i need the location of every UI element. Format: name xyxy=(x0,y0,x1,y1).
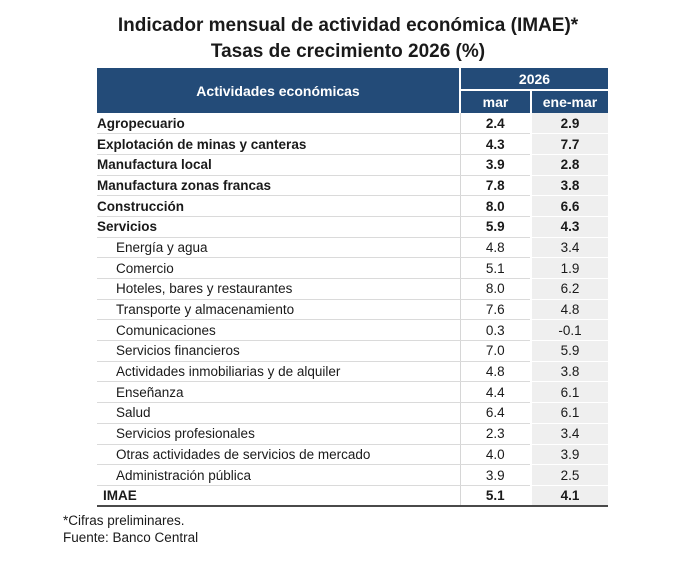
value-mar: 3.9 xyxy=(460,464,532,486)
value-ene-mar: -0.1 xyxy=(531,319,608,342)
table-row: Servicios profesionales 2.3 3.4 xyxy=(97,423,608,445)
table-row: Enseñanza 4.4 6.1 xyxy=(97,381,608,404)
value-mar: 8.0 xyxy=(460,278,532,300)
value-ene-mar: 4.3 xyxy=(531,216,608,238)
value-ene-mar: 5.9 xyxy=(531,340,608,362)
page-title: Indicador mensual de actividad económica… xyxy=(117,15,579,36)
table-row: Actividades inmobiliarias y de alquiler 4… xyxy=(97,361,608,383)
value-ene-mar: 6.2 xyxy=(531,278,608,300)
activity-label: Manufactura zonas francas xyxy=(97,175,461,197)
table-row: Hoteles, bares y restaurantes 8.0 6.2 xyxy=(97,278,608,300)
table-row: Transporte y almacenamiento 7.6 4.8 xyxy=(97,299,608,321)
table-row: Comunicaciones 0.3 -0.1 xyxy=(97,319,608,342)
table-row: Explotación de minas y canteras 4.3 7.7 xyxy=(97,133,608,155)
activity-label: Servicios financieros xyxy=(97,340,461,362)
value-mar: 4.0 xyxy=(460,444,532,466)
table-row: Otras actividades de servicios de mercad… xyxy=(97,444,608,466)
value-mar: 7.8 xyxy=(460,175,532,197)
value-ene-mar: 2.5 xyxy=(531,464,608,486)
table-row: Salud 6.4 6.1 xyxy=(97,402,608,424)
value-ene-mar: 6.6 xyxy=(531,195,608,217)
table-row: Servicios 5.9 4.3 xyxy=(97,216,608,238)
value-ene-mar: 7.7 xyxy=(531,133,608,155)
activity-label: Explotación de minas y canteras xyxy=(97,133,461,155)
value-mar: 7.6 xyxy=(460,299,532,321)
table-row: IMAE 5.1 4.1 xyxy=(97,485,608,508)
value-ene-mar: 2.9 xyxy=(531,113,608,135)
table-header: Actividades económicas 2026 mar ene-mar xyxy=(97,68,608,113)
activity-label: Servicios xyxy=(97,216,461,238)
value-mar: 4.4 xyxy=(460,381,532,404)
table-row: Manufactura zonas francas 7.8 3.8 xyxy=(97,175,608,197)
imae-table: Actividades económicas 2026 mar ene-mar … xyxy=(97,68,608,508)
value-ene-mar: 4.8 xyxy=(531,299,608,321)
activity-label: Administración pública xyxy=(97,464,461,486)
activity-label: Hoteles, bares y restaurantes xyxy=(97,278,461,300)
value-mar: 5.1 xyxy=(460,257,532,279)
value-ene-mar: 3.4 xyxy=(531,423,608,445)
column-header-mar: mar xyxy=(460,90,532,113)
activity-label: Servicios profesionales xyxy=(97,423,461,445)
footnotes: *Cifras preliminares. Fuente: Banco Cent… xyxy=(63,512,696,546)
value-mar: 5.1 xyxy=(460,485,532,508)
value-ene-mar: 6.1 xyxy=(531,402,608,424)
activity-label: Comercio xyxy=(97,257,461,279)
table-row: Servicios financieros 7.0 5.9 xyxy=(97,340,608,362)
value-ene-mar: 2.8 xyxy=(531,154,608,176)
value-ene-mar: 3.8 xyxy=(531,361,608,383)
value-mar: 8.0 xyxy=(460,195,532,217)
activity-label: Energía y agua xyxy=(97,237,461,259)
value-ene-mar: 3.8 xyxy=(531,175,608,197)
value-ene-mar: 6.1 xyxy=(531,381,608,404)
value-mar: 5.9 xyxy=(460,216,532,238)
value-mar: 2.4 xyxy=(460,113,532,135)
activity-label: Salud xyxy=(97,402,461,424)
activity-label: Transporte y almacenamiento xyxy=(97,299,461,321)
table-row: Agropecuario 2.4 2.9 xyxy=(97,113,608,135)
activity-label: Actividades inmobiliarias y de alquiler xyxy=(97,361,461,383)
title-block: Indicador mensual de actividad económica… xyxy=(0,0,696,65)
value-mar: 2.3 xyxy=(460,423,532,445)
value-mar: 4.8 xyxy=(460,237,532,259)
value-mar: 0.3 xyxy=(460,319,532,342)
table-row: Construcción 8.0 6.6 xyxy=(97,195,608,217)
footnote-source: Fuente: Banco Central xyxy=(63,530,199,546)
value-mar: 4.3 xyxy=(460,133,532,155)
activity-label: Comunicaciones xyxy=(97,319,461,342)
value-mar: 4.8 xyxy=(460,361,532,383)
table-row: Energía y agua 4.8 3.4 xyxy=(97,237,608,259)
table-row: Comercio 5.1 1.9 xyxy=(97,257,608,279)
activity-label: Agropecuario xyxy=(97,113,461,135)
value-mar: 3.9 xyxy=(460,154,532,176)
value-ene-mar: 3.9 xyxy=(531,444,608,466)
column-header-ene-mar: ene-mar xyxy=(531,90,608,113)
value-mar: 6.4 xyxy=(460,402,532,424)
footnote-preliminary: *Cifras preliminares. xyxy=(63,513,185,529)
table-row: Administración pública 3.9 2.5 xyxy=(97,464,608,486)
value-mar: 7.0 xyxy=(460,340,532,362)
column-header-activities: Actividades económicas xyxy=(97,68,461,113)
column-header-year-2026: 2026 xyxy=(460,68,608,91)
value-ene-mar: 3.4 xyxy=(531,237,608,259)
page-subtitle: Tasas de crecimiento 2026 (%) xyxy=(210,41,486,62)
value-ene-mar: 1.9 xyxy=(531,257,608,279)
activity-label: IMAE xyxy=(97,485,461,508)
value-ene-mar: 4.1 xyxy=(531,485,608,508)
activity-label: Manufactura local xyxy=(97,154,461,176)
table-row: Manufactura local 3.9 2.8 xyxy=(97,154,608,176)
activity-label: Otras actividades de servicios de mercad… xyxy=(97,444,461,466)
activity-label: Enseñanza xyxy=(97,381,461,404)
table-body: Agropecuario 2.4 2.9 Explotación de minas y… xyxy=(97,113,608,508)
activity-label: Construcción xyxy=(97,195,461,217)
